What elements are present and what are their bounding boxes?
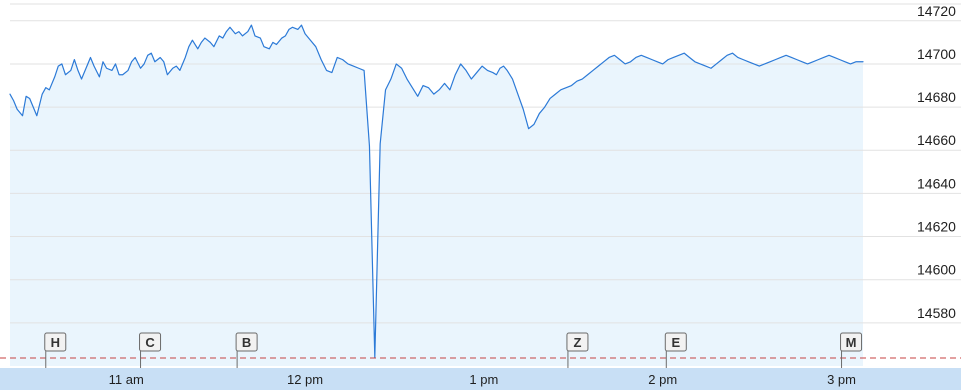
x-tick-label-2: 12 pm	[287, 372, 323, 387]
x-tick-label-1: 11 am	[109, 372, 144, 387]
event-marker-z[interactable]: Z	[566, 332, 589, 368]
y-tick-label-4: 14660	[917, 132, 956, 148]
y-tick-label-6: 14700	[917, 46, 956, 62]
event-marker-box[interactable]	[139, 332, 162, 352]
event-marker-e[interactable]: E	[664, 332, 687, 368]
event-marker-box[interactable]	[44, 332, 67, 352]
event-marker-box[interactable]	[664, 332, 687, 352]
event-marker-label: M	[846, 335, 857, 350]
event-marker-m[interactable]: M	[840, 332, 863, 368]
event-marker-label: H	[51, 335, 60, 350]
x-tick-label-3: 1 pm	[469, 372, 498, 387]
event-marker-box[interactable]	[235, 332, 258, 352]
event-marker-label: C	[145, 335, 155, 350]
y-tick-label-7: 14720	[917, 3, 956, 19]
y-tick-label-5: 14680	[917, 89, 956, 105]
event-marker-c[interactable]: C	[139, 332, 162, 368]
y-tick-label-3: 14640	[917, 175, 956, 191]
event-marker-label: Z	[573, 335, 581, 350]
price-area	[10, 25, 863, 366]
price-line	[9, 24, 864, 358]
x-tick-label-5: 3 pm	[827, 372, 856, 387]
event-marker-label: B	[242, 335, 251, 350]
time-axis-band	[0, 368, 961, 390]
event-marker-b[interactable]: B	[235, 332, 258, 368]
event-marker-label: E	[671, 335, 680, 350]
event-marker-h[interactable]: H	[44, 332, 67, 368]
x-tick-label-4: 2 pm	[648, 372, 677, 387]
y-tick-label-2: 14620	[917, 219, 956, 235]
event-marker-box[interactable]	[840, 332, 863, 352]
y-tick-label-0: 14580	[917, 305, 956, 321]
y-tick-label-1: 14600	[917, 262, 956, 278]
event-marker-box[interactable]	[566, 332, 589, 352]
